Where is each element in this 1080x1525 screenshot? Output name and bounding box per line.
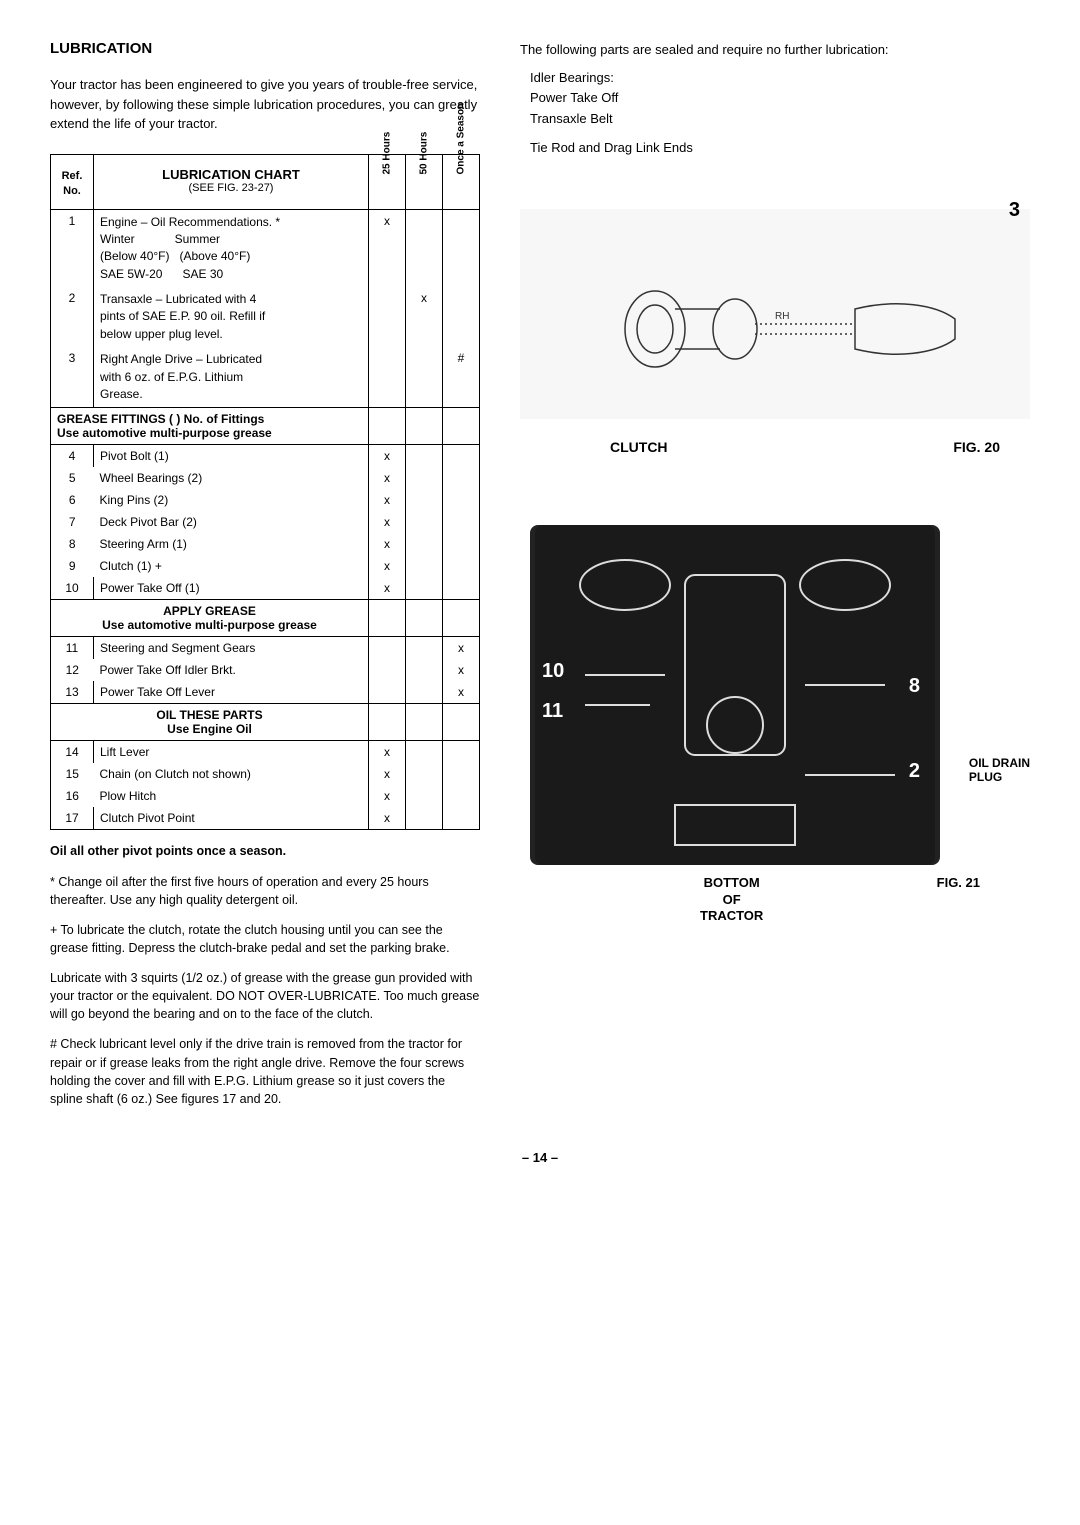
figure-20-area: RH 3 CLUTCH FIG. 20 [520,209,1030,455]
section-header-row: APPLY GREASE Use automotive multi-purpos… [51,600,480,637]
desc: Engine – Oil Recommendations. * Winter S… [94,209,369,287]
fig20-label-fig: FIG. 20 [953,439,1000,455]
callout-2: 2 [909,760,920,783]
sealed-intro: The following parts are sealed and requi… [520,40,1030,60]
note-asterisk: * Change oil after the first five hours … [50,873,480,909]
th-season: Once a Season [443,154,480,209]
table-row: 6 King Pins (2) x [51,489,480,511]
fig21-caption-right: FIG. 21 [937,875,980,926]
table-row: 12 Power Take Off Idler Brkt. x [51,659,480,681]
grease-fittings-header: GREASE FITTINGS ( ) No. of Fittings Use … [51,408,369,445]
mark-season [443,287,480,347]
refno: 2 [51,287,94,347]
desc: Right Angle Drive – Lubricated with 6 oz… [94,347,369,408]
table-row: 2 Transaxle – Lubricated with 4 pints of… [51,287,480,347]
figure-20-image: RH [520,209,1030,419]
table-row: 5 Wheel Bearings (2) x [51,467,480,489]
fig21-caption: BOTTOM OF TRACTOR FIG. 21 [520,875,1030,926]
svg-text:RH: RH [775,311,789,322]
table-row: 3 Right Angle Drive – Lubricated with 6 … [51,347,480,408]
sealed-item: Transaxle Belt [530,109,1030,130]
page-container: LUBRICATION Your tractor has been engine… [50,40,1030,1120]
fig20-labels: CLUTCH FIG. 20 [520,439,1030,455]
mark-25 [369,347,406,408]
section-header-row: GREASE FITTINGS ( ) No. of Fittings Use … [51,408,480,445]
note-lubricate: Lubricate with 3 squirts (1/2 oz.) of gr… [50,969,480,1023]
th-ref: Ref. No. [51,154,94,209]
lubrication-chart-table: Ref. No. LUBRICATION CHART (SEE FIG. 23-… [50,154,480,831]
table-row: 4 Pivot Bolt (1) x [51,445,480,468]
note-oil-pivots: Oil all other pivot points once a season… [50,842,480,860]
clutch-diagram-icon: RH [520,209,1030,419]
refno: 3 [51,347,94,408]
desc: Transaxle – Lubricated with 4 pints of S… [94,287,369,347]
mark-season [443,209,480,287]
table-row: 7 Deck Pivot Bar (2) x [51,511,480,533]
mark-season: # [443,347,480,408]
sealed-item: Idler Bearings: [530,68,1030,89]
intro-paragraph: Your tractor has been engineered to give… [50,75,480,134]
table-row: 16 Plow Hitch x [51,785,480,807]
table-row: 10 Power Take Off (1) x [51,577,480,600]
section-header-row: OIL THESE PARTS Use Engine Oil [51,704,480,741]
callout-11: 11 [542,700,563,723]
left-column: LUBRICATION Your tractor has been engine… [50,40,480,1120]
mark-50 [406,347,443,408]
th-chart: LUBRICATION CHART (SEE FIG. 23-27) [94,154,369,209]
table-row: 8 Steering Arm (1) x [51,533,480,555]
page-title: LUBRICATION [50,40,480,57]
note-plus: + To lubricate the clutch, rotate the cl… [50,921,480,957]
fig21-caption-center: BOTTOM OF TRACTOR [700,875,763,926]
table-row: 14 Lift Lever x [51,741,480,764]
callout-10: 10 [542,660,564,683]
sealed-item: Power Take Off [530,88,1030,109]
callout-3: 3 [1009,199,1020,222]
right-column: The following parts are sealed and requi… [520,40,1030,1120]
th-50hours: 50 Hours [406,154,443,209]
table-row: 1 Engine – Oil Recommendations. * Winter… [51,209,480,287]
mark-50: x [406,287,443,347]
oil-parts-header: OIL THESE PARTS Use Engine Oil [51,704,369,741]
table-row: 9 Clutch (1) + x [51,555,480,577]
mark-25 [369,287,406,347]
callout-8: 8 [909,675,920,698]
table-row: 17 Clutch Pivot Point x [51,807,480,830]
apply-grease-header: APPLY GREASE Use automotive multi-purpos… [51,600,369,637]
mark-25: x [369,209,406,287]
figure-21-image [530,525,940,865]
tractor-bottom-diagram-icon [530,525,940,865]
table-row: 15 Chain (on Clutch not shown) x [51,763,480,785]
refno: 1 [51,209,94,287]
note-hash: # Check lubricant level only if the driv… [50,1035,480,1108]
table-row: 11 Steering and Segment Gears x [51,637,480,660]
table-row: 13 Power Take Off Lever x [51,681,480,704]
mark-50 [406,209,443,287]
fig20-label-clutch: CLUTCH [610,439,668,455]
page-number: – 14 – [50,1150,1030,1165]
th-25hours: 25 Hours [369,154,406,209]
sealed-list: Idler Bearings: Power Take Off Transaxle… [530,68,1030,159]
oil-drain-label: OIL DRAIN PLUG [969,756,1030,785]
sealed-item: Tie Rod and Drag Link Ends [530,138,1030,159]
figure-21-area: 10 11 8 2 OIL DRAIN PLUG BOTTOM OF TRACT… [520,525,1030,926]
